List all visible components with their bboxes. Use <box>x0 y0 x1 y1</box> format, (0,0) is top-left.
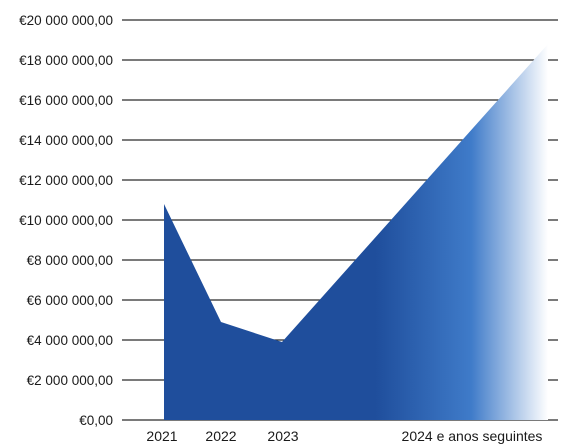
y-tick-label: €20 000 000,00 <box>19 13 113 28</box>
series-area <box>164 44 548 420</box>
y-tick-label: €12 000 000,00 <box>19 173 113 188</box>
y-tick-label: €16 000 000,00 <box>19 93 113 108</box>
y-tick-label: €4 000 000,00 <box>27 333 113 348</box>
x-axis-tick-labels: 2021 2022 2023 2024 e anos seguintes <box>146 428 542 444</box>
y-tick-label: €8 000 000,00 <box>27 253 113 268</box>
x-tick-label: 2022 <box>205 428 236 444</box>
y-tick-label: €2 000 000,00 <box>27 373 113 388</box>
x-tick-label: 2021 <box>146 428 177 444</box>
y-tick-label: €14 000 000,00 <box>19 133 113 148</box>
x-tick-label: 2023 <box>267 428 298 444</box>
y-tick-label: €0,00 <box>79 413 113 428</box>
y-axis-tick-labels: €0,00 €2 000 000,00 €4 000 000,00 €6 000 00… <box>19 13 113 428</box>
y-tick-label: €6 000 000,00 <box>27 293 113 308</box>
area-series <box>164 44 548 420</box>
y-tick-label: €10 000 000,00 <box>19 213 113 228</box>
x-tick-label: 2024 e anos seguintes <box>402 428 543 444</box>
y-tick-label: €18 000 000,00 <box>19 53 113 68</box>
